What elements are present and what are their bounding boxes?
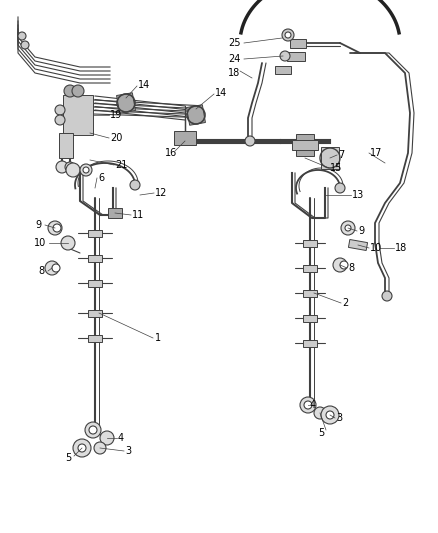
Text: 14: 14 xyxy=(138,80,150,90)
Text: 19: 19 xyxy=(110,110,122,120)
Circle shape xyxy=(130,180,140,190)
Circle shape xyxy=(18,32,26,40)
Text: 2: 2 xyxy=(342,298,348,308)
Text: 10: 10 xyxy=(370,243,382,253)
Circle shape xyxy=(83,167,89,173)
Text: 12: 12 xyxy=(155,188,167,198)
Bar xyxy=(187,105,205,125)
Circle shape xyxy=(56,161,68,173)
Circle shape xyxy=(300,397,316,413)
Circle shape xyxy=(321,406,339,424)
Bar xyxy=(88,335,102,342)
Circle shape xyxy=(48,221,62,235)
Circle shape xyxy=(66,163,80,177)
Circle shape xyxy=(280,51,290,61)
Text: 11: 11 xyxy=(132,210,144,220)
Bar xyxy=(303,239,317,246)
Bar xyxy=(174,131,196,145)
Text: 6: 6 xyxy=(98,173,104,183)
Text: 16: 16 xyxy=(165,148,177,158)
Text: 18: 18 xyxy=(228,68,240,78)
Circle shape xyxy=(73,439,91,457)
Circle shape xyxy=(65,162,75,172)
Circle shape xyxy=(341,221,355,235)
Bar xyxy=(275,66,291,74)
Circle shape xyxy=(72,85,84,97)
Text: 18: 18 xyxy=(395,243,407,253)
Circle shape xyxy=(45,261,59,275)
Text: 15: 15 xyxy=(330,163,343,173)
Text: 17: 17 xyxy=(370,148,382,158)
Text: 25: 25 xyxy=(228,38,240,48)
Circle shape xyxy=(340,261,348,269)
Bar xyxy=(321,147,339,169)
Bar xyxy=(290,38,306,47)
Text: 8: 8 xyxy=(38,266,44,276)
Circle shape xyxy=(55,105,65,115)
Bar xyxy=(303,314,317,321)
Circle shape xyxy=(53,224,61,232)
Text: 1: 1 xyxy=(155,333,161,343)
Text: 8: 8 xyxy=(348,263,354,273)
Circle shape xyxy=(94,442,106,454)
Text: 13: 13 xyxy=(352,190,364,200)
Text: 4: 4 xyxy=(310,400,316,410)
Circle shape xyxy=(64,85,76,97)
Bar xyxy=(349,239,367,251)
Circle shape xyxy=(345,225,351,231)
Text: 3: 3 xyxy=(336,413,342,423)
Bar xyxy=(117,93,135,113)
Circle shape xyxy=(55,115,65,125)
Circle shape xyxy=(80,164,92,176)
Circle shape xyxy=(78,444,86,452)
Bar xyxy=(287,52,305,61)
Bar xyxy=(303,264,317,271)
Text: 3: 3 xyxy=(125,446,131,456)
Text: 7: 7 xyxy=(338,150,344,160)
Bar xyxy=(108,208,122,218)
Circle shape xyxy=(335,183,345,193)
Bar xyxy=(59,133,73,157)
Circle shape xyxy=(100,431,114,445)
Circle shape xyxy=(314,407,326,419)
Bar xyxy=(296,134,314,156)
Text: 10: 10 xyxy=(34,238,46,248)
Text: 9: 9 xyxy=(35,220,41,230)
Circle shape xyxy=(285,32,291,38)
Bar xyxy=(88,230,102,237)
Text: 20: 20 xyxy=(110,133,122,143)
Text: 24: 24 xyxy=(228,54,240,64)
Circle shape xyxy=(333,258,347,272)
Bar xyxy=(303,289,317,296)
Bar xyxy=(88,254,102,262)
Circle shape xyxy=(21,41,29,49)
Text: 5: 5 xyxy=(65,453,71,463)
Bar xyxy=(88,279,102,287)
Bar xyxy=(88,310,102,317)
Circle shape xyxy=(304,401,312,409)
Bar xyxy=(303,340,317,346)
Bar xyxy=(63,95,93,135)
Circle shape xyxy=(282,29,294,41)
Circle shape xyxy=(85,422,101,438)
Circle shape xyxy=(326,411,334,419)
Circle shape xyxy=(89,426,97,434)
Circle shape xyxy=(61,236,75,250)
Text: 4: 4 xyxy=(118,433,124,443)
Bar xyxy=(292,140,318,150)
Text: 14: 14 xyxy=(215,88,227,98)
Circle shape xyxy=(245,136,255,146)
Text: 9: 9 xyxy=(358,226,364,236)
Circle shape xyxy=(52,264,60,272)
Text: 5: 5 xyxy=(318,428,324,438)
Text: 21: 21 xyxy=(115,160,127,170)
Circle shape xyxy=(382,291,392,301)
